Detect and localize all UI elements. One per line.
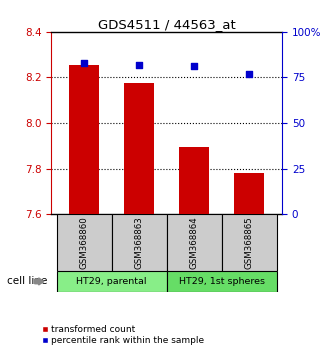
Text: HT29, 1st spheres: HT29, 1st spheres (179, 277, 265, 286)
Bar (69, 65, 99, 214)
Bar (234, 173, 264, 214)
Bar (57, 214, 112, 271)
Bar (179, 147, 209, 214)
Point (191, 63, 197, 69)
Bar (57, 271, 167, 292)
Title: GDS4511 / 44563_at: GDS4511 / 44563_at (98, 18, 236, 31)
Text: GSM368864: GSM368864 (190, 216, 199, 269)
Bar (112, 214, 167, 271)
Text: GSM368863: GSM368863 (135, 216, 144, 269)
Point (247, 71, 252, 77)
Legend: transformed count, percentile rank within the sample: transformed count, percentile rank withi… (38, 322, 208, 349)
Bar (167, 271, 277, 292)
Text: GSM368860: GSM368860 (80, 216, 89, 269)
Point (82, 60, 87, 65)
Bar (222, 214, 277, 271)
Bar (167, 214, 222, 271)
Point (137, 62, 142, 68)
Bar (124, 83, 154, 214)
Text: cell line: cell line (7, 276, 47, 286)
Text: HT29, parental: HT29, parental (77, 277, 147, 286)
Text: GSM368865: GSM368865 (245, 216, 254, 269)
